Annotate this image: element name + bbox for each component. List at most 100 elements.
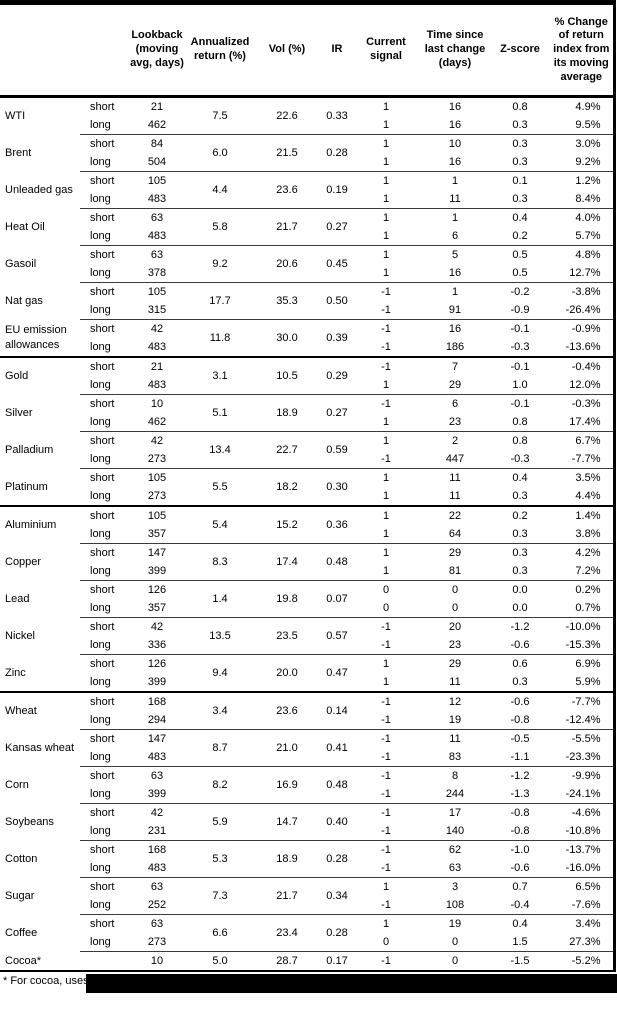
table-row: Cocoa* 10 5.0 28.7 0.17 -1 0 -1.5 -5.2%	[0, 951, 614, 972]
days-since-change-value: 19	[448, 713, 462, 726]
vol-value: 23.4	[252, 914, 322, 952]
ir-value: 0.28	[322, 914, 352, 952]
pct-change-value: 3.5%	[550, 468, 614, 487]
table-row: long 504 1 16 0.3 9.2%	[0, 153, 614, 172]
leg-label	[80, 951, 126, 972]
lookback-value: 273	[147, 935, 167, 948]
days-since-change-value: 11	[449, 192, 461, 205]
pct-change-value: -16.0%	[565, 861, 601, 874]
table-row: Soybeans short 42 5.9 14.7 0.40 -1 17 -0.8 -4.6%	[0, 803, 614, 841]
col-header-z-score: Z-score	[490, 2, 550, 98]
lookback-value: 483	[147, 861, 167, 874]
days-since-change-value: 3	[420, 877, 490, 896]
pct-change-value: -15.3%	[565, 638, 601, 651]
table-row: Platinum short 105 5.5 18.2 0.30 1 11 0.4 3.5%	[0, 468, 614, 506]
current-signal-value: 1	[352, 208, 420, 227]
pct-change-value: -9.9%	[550, 766, 614, 785]
vol-value: 23.5	[252, 617, 322, 655]
z-score-value: -0.1	[490, 356, 550, 376]
lookback-value: 63	[126, 766, 188, 785]
leg-label: long	[90, 861, 111, 874]
table-row: long 462 1 23 0.8 17.4%	[0, 413, 614, 432]
table-row: Wheat short 168 3.4 23.6 0.14 -1 12 -0.6 -7.7%	[0, 691, 614, 730]
table-row: long 378 1 16 0.5 12.7%	[0, 264, 614, 283]
annualized-return-value: 5.5	[188, 468, 252, 506]
lookback-value: 273	[147, 489, 167, 502]
annualized-return-value: 5.9	[188, 803, 252, 841]
current-signal-value: 1	[382, 378, 390, 391]
pct-change-value: -4.6%	[550, 803, 614, 822]
leg-label: short	[80, 691, 126, 711]
annualized-return-value: 11.8	[188, 319, 252, 357]
current-signal-value: 1	[382, 489, 390, 502]
current-signal-value: -1	[381, 713, 391, 726]
leg-label: short	[90, 100, 115, 113]
col-header-pct-change-of-return-index: % Change of return index from its moving…	[550, 2, 614, 98]
annualized-return-value: 5.0	[188, 951, 252, 972]
days-since-change-value: 23	[448, 415, 462, 428]
pct-change-value: -5.5%	[550, 729, 614, 748]
table-row: Heat Oil short 63 5.8 21.7 0.27 1 1 0.4 4.0%	[0, 208, 614, 246]
z-score-value: 0.5	[490, 245, 550, 264]
table-row: Corn short 63 8.2 16.9 0.48 -1 8 -1.2 -9.9%	[0, 766, 614, 804]
table-row: long 273 -1 447 -0.3 -7.7%	[0, 450, 614, 469]
days-since-change-value: 6	[420, 394, 490, 413]
commodity-name: Nickel	[5, 629, 35, 642]
days-since-change-value: 140	[445, 824, 465, 837]
lookback-value: 357	[147, 601, 167, 614]
table-row: Sugar short 63 7.3 21.7 0.34 1 3 0.7 6.5%	[0, 877, 614, 915]
days-since-change-value: 186	[445, 340, 465, 353]
lookback-value: 462	[147, 118, 167, 131]
days-since-change-value: 16	[448, 266, 462, 279]
lookback-value: 63	[126, 914, 188, 933]
z-score-value: -0.5	[490, 729, 550, 748]
lookback-value: 10	[126, 951, 188, 972]
leg-label: long	[90, 378, 111, 391]
days-since-change-value: 11	[420, 729, 490, 748]
annualized-return-value: 9.2	[188, 245, 252, 283]
current-signal-value: -1	[381, 303, 391, 316]
leg-label: long	[90, 266, 111, 279]
vol-value: 18.9	[252, 394, 322, 432]
current-signal-value: -1	[381, 750, 391, 763]
table-row: Gasoil short 63 9.2 20.6 0.45 1 5 0.5 4.8%	[0, 245, 614, 283]
table-row: long 231 -1 140 -0.8 -10.8%	[0, 822, 614, 841]
vol-value: 21.7	[252, 208, 322, 246]
ir-value: 0.33	[326, 109, 348, 122]
leg-label: long	[90, 229, 111, 242]
lookback-value: 168	[126, 840, 188, 859]
annualized-return-value: 13.4	[188, 431, 252, 469]
lookback-value: 273	[147, 452, 167, 465]
pct-change-value: 9.2%	[575, 155, 601, 168]
current-signal-value: -1	[381, 452, 391, 465]
leg-label: long	[90, 638, 111, 651]
lookback-value: 483	[147, 750, 167, 763]
ir-value: 0.28	[322, 134, 352, 172]
annualized-return-value: 5.8	[188, 208, 252, 246]
ir-value: 0.28	[322, 840, 352, 878]
lookback-value: 336	[147, 638, 167, 651]
lookback-value: 63	[126, 208, 188, 227]
z-score-value: 0.2	[490, 505, 550, 525]
z-score-value: 0.8	[490, 431, 550, 450]
vol-value: 19.8	[252, 580, 322, 618]
days-since-change-value: 64	[448, 527, 462, 540]
current-signal-value: 1	[352, 245, 420, 264]
current-signal-value: -1	[352, 691, 420, 711]
pct-change-value: 4.9%	[575, 100, 601, 113]
z-score-value: 0.3	[512, 675, 528, 688]
days-since-change-value: 1	[420, 282, 490, 301]
z-score-value: -0.2	[490, 282, 550, 301]
days-since-change-value: 0	[420, 951, 490, 972]
leg-label: short	[80, 877, 126, 896]
leg-label: long	[90, 564, 111, 577]
lookback-value: 126	[126, 580, 188, 599]
ir-value: 0.47	[322, 654, 352, 692]
lookback-value: 63	[126, 877, 188, 896]
col-header-leg	[80, 2, 126, 98]
footnote-text: * For cocoa, uses o	[3, 975, 98, 987]
lookback-value: 483	[147, 192, 167, 205]
z-score-value: 0.8	[512, 415, 528, 428]
pct-change-value: -13.6%	[565, 340, 601, 353]
